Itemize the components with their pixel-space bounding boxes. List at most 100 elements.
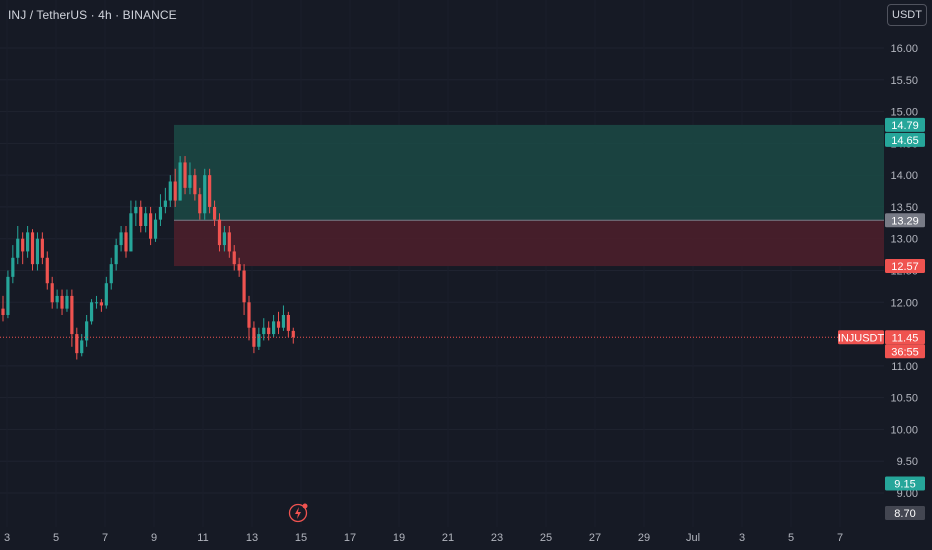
price-tick-label: 10.50 [890, 393, 918, 405]
price-tick-label: 11.00 [891, 361, 918, 373]
lightning-replay-icon[interactable] [288, 503, 308, 523]
candle-body [35, 238, 40, 265]
symbol-badge-bg [838, 330, 884, 345]
candle-body [163, 200, 167, 207]
candle-body [26, 232, 30, 252]
last-price-badge-text: 11.45 [892, 332, 919, 344]
time-tick-label: 3 [4, 532, 10, 544]
time-tick-label: 7 [102, 532, 108, 544]
time-tick-label: 11 [197, 532, 208, 544]
candle-body [45, 257, 49, 284]
entry-badge-bg [885, 213, 925, 228]
profit-zone [174, 124, 884, 221]
candle-body [178, 162, 182, 201]
low-green-badge-bg [885, 476, 925, 491]
time-tick-label: 21 [442, 532, 454, 544]
candle-body [267, 327, 271, 335]
price-tick-label: 13.00 [890, 234, 918, 246]
candle-body [242, 270, 246, 303]
candle-body [247, 302, 251, 328]
stop-badge-text: 12.57 [891, 261, 919, 273]
entry-badge-text: 13.29 [891, 215, 919, 227]
candle-body [252, 327, 256, 347]
candle-body [129, 213, 133, 252]
low-gray-badge-text: 8.70 [894, 508, 915, 520]
price-tick-label: 13.50 [890, 202, 918, 214]
time-tick-label: 15 [295, 532, 307, 544]
candle-body [173, 181, 177, 201]
candle-body [198, 194, 202, 214]
candle-body [168, 181, 172, 201]
candle-body [85, 321, 89, 341]
low-green-badge: 9.15 [885, 476, 925, 491]
candle-body [237, 264, 241, 271]
candle-body [55, 295, 59, 303]
price-tick-label: 12.00 [890, 297, 918, 309]
time-tick-label: 19 [393, 532, 405, 544]
low-green-badge-text: 9.15 [894, 478, 915, 490]
candle-body [208, 175, 212, 207]
candle-body [21, 238, 25, 252]
candle-body [124, 232, 128, 252]
countdown-badge: 36:55 [885, 344, 925, 359]
candle-body [50, 283, 54, 303]
position-zones [174, 124, 884, 267]
candle-body [1, 308, 5, 315]
price-badges: 14.79 14.65 13.29 12.57 INJUSDT 11.45 36:55 9.1… [838, 117, 925, 520]
candle-body [89, 302, 94, 322]
candle-body [222, 232, 226, 246]
candle-body [188, 175, 192, 188]
symbol-badge-text: INJUSDT [838, 332, 885, 344]
candle-body [99, 302, 103, 306]
time-tick-label: 23 [491, 532, 503, 544]
time-tick-label: 25 [540, 532, 552, 544]
time-tick-label: 13 [246, 532, 258, 544]
candle-body [158, 206, 163, 220]
countdown-badge-text: 36:55 [891, 346, 919, 358]
candle-body [227, 232, 231, 252]
candle-body [183, 162, 187, 188]
time-axis-bg [0, 527, 884, 550]
time-tick-label: 27 [589, 532, 601, 544]
candle-body [6, 276, 10, 315]
candle-body [232, 251, 236, 265]
candle-body [60, 295, 64, 309]
candle-body [119, 232, 123, 246]
candle-body [203, 175, 207, 214]
candle-body [70, 295, 74, 335]
candle-body [30, 232, 35, 265]
candle-body [114, 245, 118, 265]
candle-body [40, 238, 44, 258]
loss-zone [174, 220, 884, 267]
candle-body [80, 340, 84, 354]
price-axis-bg [884, 0, 932, 550]
price-tick-label: 14.00 [890, 170, 918, 182]
time-tick-label: 5 [788, 532, 794, 544]
candle-body [149, 213, 153, 239]
low-gray-badge: 8.70 [885, 506, 925, 520]
price-tick-label: 16.00 [890, 43, 918, 55]
candle-body [144, 213, 148, 226]
candle-body [257, 334, 261, 347]
currency-button[interactable]: USDT [887, 4, 927, 26]
price-tick-label: 10.00 [890, 424, 918, 436]
price-axis[interactable]: 16.0015.5015.0014.5014.0013.5013.0012.50… [884, 0, 932, 550]
symbol-title: INJ / TetherUS · 4h · BINANCE [8, 8, 177, 22]
time-axis[interactable]: 3 5 7 9 11 13 15 17 19 21 23 25 27 29 Jul 3 5 7 [0, 527, 884, 550]
stop-badge: 12.57 [885, 259, 925, 274]
candle-body [134, 206, 138, 214]
candle-body [11, 257, 15, 277]
target-high-badge-text: 14.79 [891, 120, 919, 132]
price-tick-label: 15.50 [890, 75, 918, 87]
low-gray-badge-bg [885, 506, 925, 520]
target-badge-bg [885, 132, 925, 147]
target-badge: 14.65 [885, 132, 925, 147]
candle-body [291, 330, 295, 338]
target-high-badge-bg [885, 117, 925, 132]
candle-body [272, 321, 276, 335]
candle-body [16, 238, 20, 258]
symbol-badge: INJUSDT [838, 330, 885, 345]
price-tick-label: 9.50 [897, 456, 918, 468]
